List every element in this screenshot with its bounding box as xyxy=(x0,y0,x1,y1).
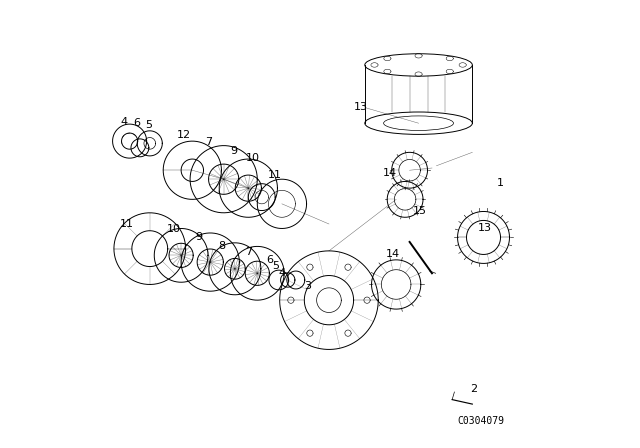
Text: 9: 9 xyxy=(195,233,203,242)
Text: 8: 8 xyxy=(218,241,225,250)
Ellipse shape xyxy=(383,116,454,130)
Ellipse shape xyxy=(365,54,472,76)
Ellipse shape xyxy=(365,112,472,134)
Text: 11: 11 xyxy=(268,170,282,180)
Text: 10: 10 xyxy=(167,224,181,234)
Text: 13: 13 xyxy=(354,102,368,112)
Text: 6: 6 xyxy=(133,118,140,128)
Text: 6: 6 xyxy=(266,255,273,265)
Text: 5: 5 xyxy=(272,261,278,271)
Text: 10: 10 xyxy=(246,153,260,163)
Text: 4: 4 xyxy=(278,268,285,278)
Text: 15: 15 xyxy=(412,207,426,216)
Text: 11: 11 xyxy=(120,219,134,229)
Text: 4: 4 xyxy=(120,117,127,127)
Text: C0304079: C0304079 xyxy=(458,416,505,426)
Text: 2: 2 xyxy=(470,384,477,394)
Text: 7: 7 xyxy=(244,247,252,257)
Text: 14: 14 xyxy=(385,250,399,259)
Text: 14: 14 xyxy=(382,168,397,178)
Text: 5: 5 xyxy=(145,120,152,129)
Text: 9: 9 xyxy=(230,146,237,156)
Text: 3: 3 xyxy=(304,281,311,291)
Text: 1: 1 xyxy=(497,178,504,188)
Text: 7: 7 xyxy=(205,138,212,147)
Text: 12: 12 xyxy=(177,130,191,140)
Text: 13: 13 xyxy=(478,223,492,233)
